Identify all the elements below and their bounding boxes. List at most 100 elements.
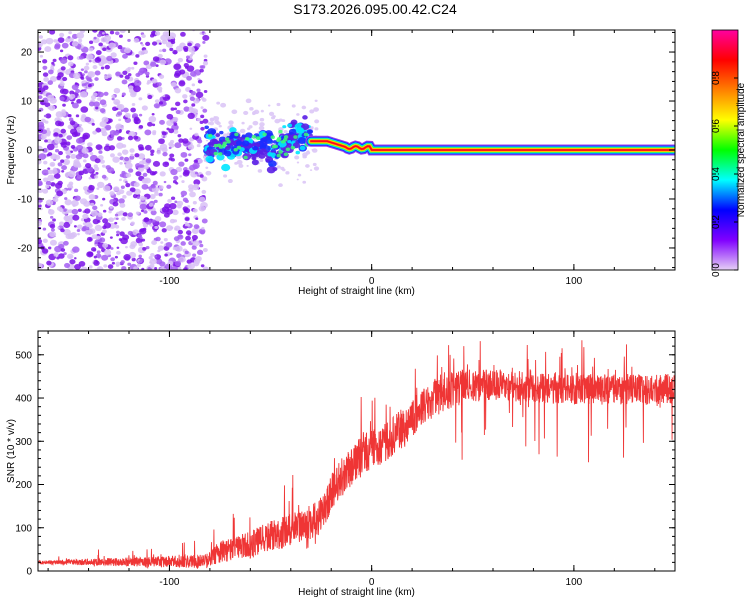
spectrogram-plot bbox=[38, 30, 675, 270]
noise-blob bbox=[63, 252, 67, 256]
noise-blob bbox=[63, 240, 69, 246]
noise-blob bbox=[84, 70, 88, 74]
noise-blob bbox=[62, 208, 67, 212]
noise-blob bbox=[198, 205, 206, 212]
noise-blob bbox=[309, 109, 315, 114]
noise-blob bbox=[124, 47, 131, 54]
noise-blob bbox=[144, 129, 152, 136]
transition-blob bbox=[221, 163, 231, 172]
noise-blob bbox=[108, 182, 111, 186]
noise-blob bbox=[38, 121, 45, 128]
noise-blob bbox=[87, 71, 94, 77]
noise-blob bbox=[185, 235, 191, 241]
noise-blob bbox=[64, 262, 71, 268]
noise-blob bbox=[175, 45, 183, 52]
noise-blob bbox=[195, 217, 199, 221]
noise-blob bbox=[101, 174, 107, 179]
noise-blob bbox=[156, 150, 161, 155]
transition-blob bbox=[216, 143, 222, 148]
noise-blob bbox=[92, 30, 98, 33]
noise-blob bbox=[63, 221, 71, 229]
noise-blob bbox=[258, 125, 265, 131]
noise-blob bbox=[136, 263, 141, 267]
noise-blob bbox=[121, 79, 128, 85]
noise-blob bbox=[285, 171, 290, 175]
noise-blob bbox=[172, 209, 179, 216]
noise-blob bbox=[73, 159, 80, 165]
noise-blob bbox=[61, 165, 68, 171]
noise-blob bbox=[187, 144, 195, 150]
noise-blob bbox=[199, 174, 204, 178]
noise-blob bbox=[45, 180, 52, 186]
noise-blob bbox=[88, 265, 93, 269]
noise-blob bbox=[71, 84, 79, 91]
noise-blob bbox=[190, 71, 197, 77]
noise-blob bbox=[189, 191, 196, 198]
noise-blob bbox=[65, 154, 71, 159]
transition-blob bbox=[205, 155, 214, 163]
noise-blob bbox=[114, 255, 118, 259]
transition-blob bbox=[208, 133, 213, 138]
noise-blob bbox=[186, 65, 195, 72]
transition-blob bbox=[283, 152, 289, 157]
noise-blob bbox=[111, 97, 115, 101]
noise-blob bbox=[173, 236, 180, 242]
noise-blob bbox=[154, 31, 161, 36]
transition-blob bbox=[229, 127, 237, 134]
transition-blob bbox=[262, 132, 267, 137]
noise-blob bbox=[130, 107, 136, 113]
noise-blob bbox=[172, 116, 179, 122]
noise-blob bbox=[130, 241, 138, 247]
noise-blob bbox=[103, 91, 109, 96]
noise-blob bbox=[77, 208, 82, 212]
noise-blob bbox=[60, 248, 66, 252]
noise-blob bbox=[100, 37, 108, 43]
noise-blob bbox=[66, 135, 73, 140]
noise-blob bbox=[192, 162, 200, 169]
noise-blob bbox=[314, 99, 318, 102]
noise-blob bbox=[143, 217, 150, 222]
noise-blob bbox=[119, 202, 126, 208]
noise-blob bbox=[54, 144, 59, 149]
noise-blob bbox=[116, 103, 125, 111]
noise-blob bbox=[130, 153, 134, 157]
noise-blob bbox=[162, 135, 166, 139]
noise-blob bbox=[174, 87, 182, 94]
noise-blob bbox=[59, 96, 65, 102]
noise-blob bbox=[147, 94, 153, 100]
noise-blob bbox=[99, 108, 106, 113]
noise-blob bbox=[88, 40, 94, 45]
noise-blob bbox=[77, 95, 81, 98]
noise-blob bbox=[146, 168, 152, 174]
noise-blob bbox=[58, 243, 65, 250]
noise-blob bbox=[65, 161, 69, 165]
noise-blob bbox=[107, 264, 114, 269]
noise-blob bbox=[174, 142, 182, 149]
noise-blob bbox=[201, 226, 205, 230]
noise-blob bbox=[103, 222, 112, 229]
noise-blob bbox=[159, 101, 163, 105]
noise-blob bbox=[127, 262, 132, 266]
noise-blob bbox=[127, 135, 134, 141]
noise-blob bbox=[161, 147, 168, 153]
noise-blob bbox=[121, 216, 126, 221]
noise-blob bbox=[152, 180, 158, 186]
noise-blob bbox=[306, 150, 310, 153]
noise-blob bbox=[69, 120, 76, 126]
transition-blob bbox=[241, 134, 246, 138]
noise-blob bbox=[170, 168, 178, 176]
noise-blob bbox=[129, 148, 135, 153]
transition-blob bbox=[287, 140, 292, 144]
noise-blob bbox=[43, 177, 49, 183]
noise-blob bbox=[49, 224, 56, 229]
noise-blob bbox=[196, 88, 201, 93]
noise-blob bbox=[114, 224, 120, 229]
noise-blob bbox=[116, 230, 120, 234]
noise-blob bbox=[106, 55, 113, 62]
noise-blob bbox=[158, 89, 163, 93]
noise-blob bbox=[84, 208, 91, 214]
noise-blob bbox=[38, 238, 43, 245]
noise-blob bbox=[234, 161, 238, 165]
noise-blob bbox=[161, 206, 170, 213]
noise-blob bbox=[189, 127, 193, 130]
